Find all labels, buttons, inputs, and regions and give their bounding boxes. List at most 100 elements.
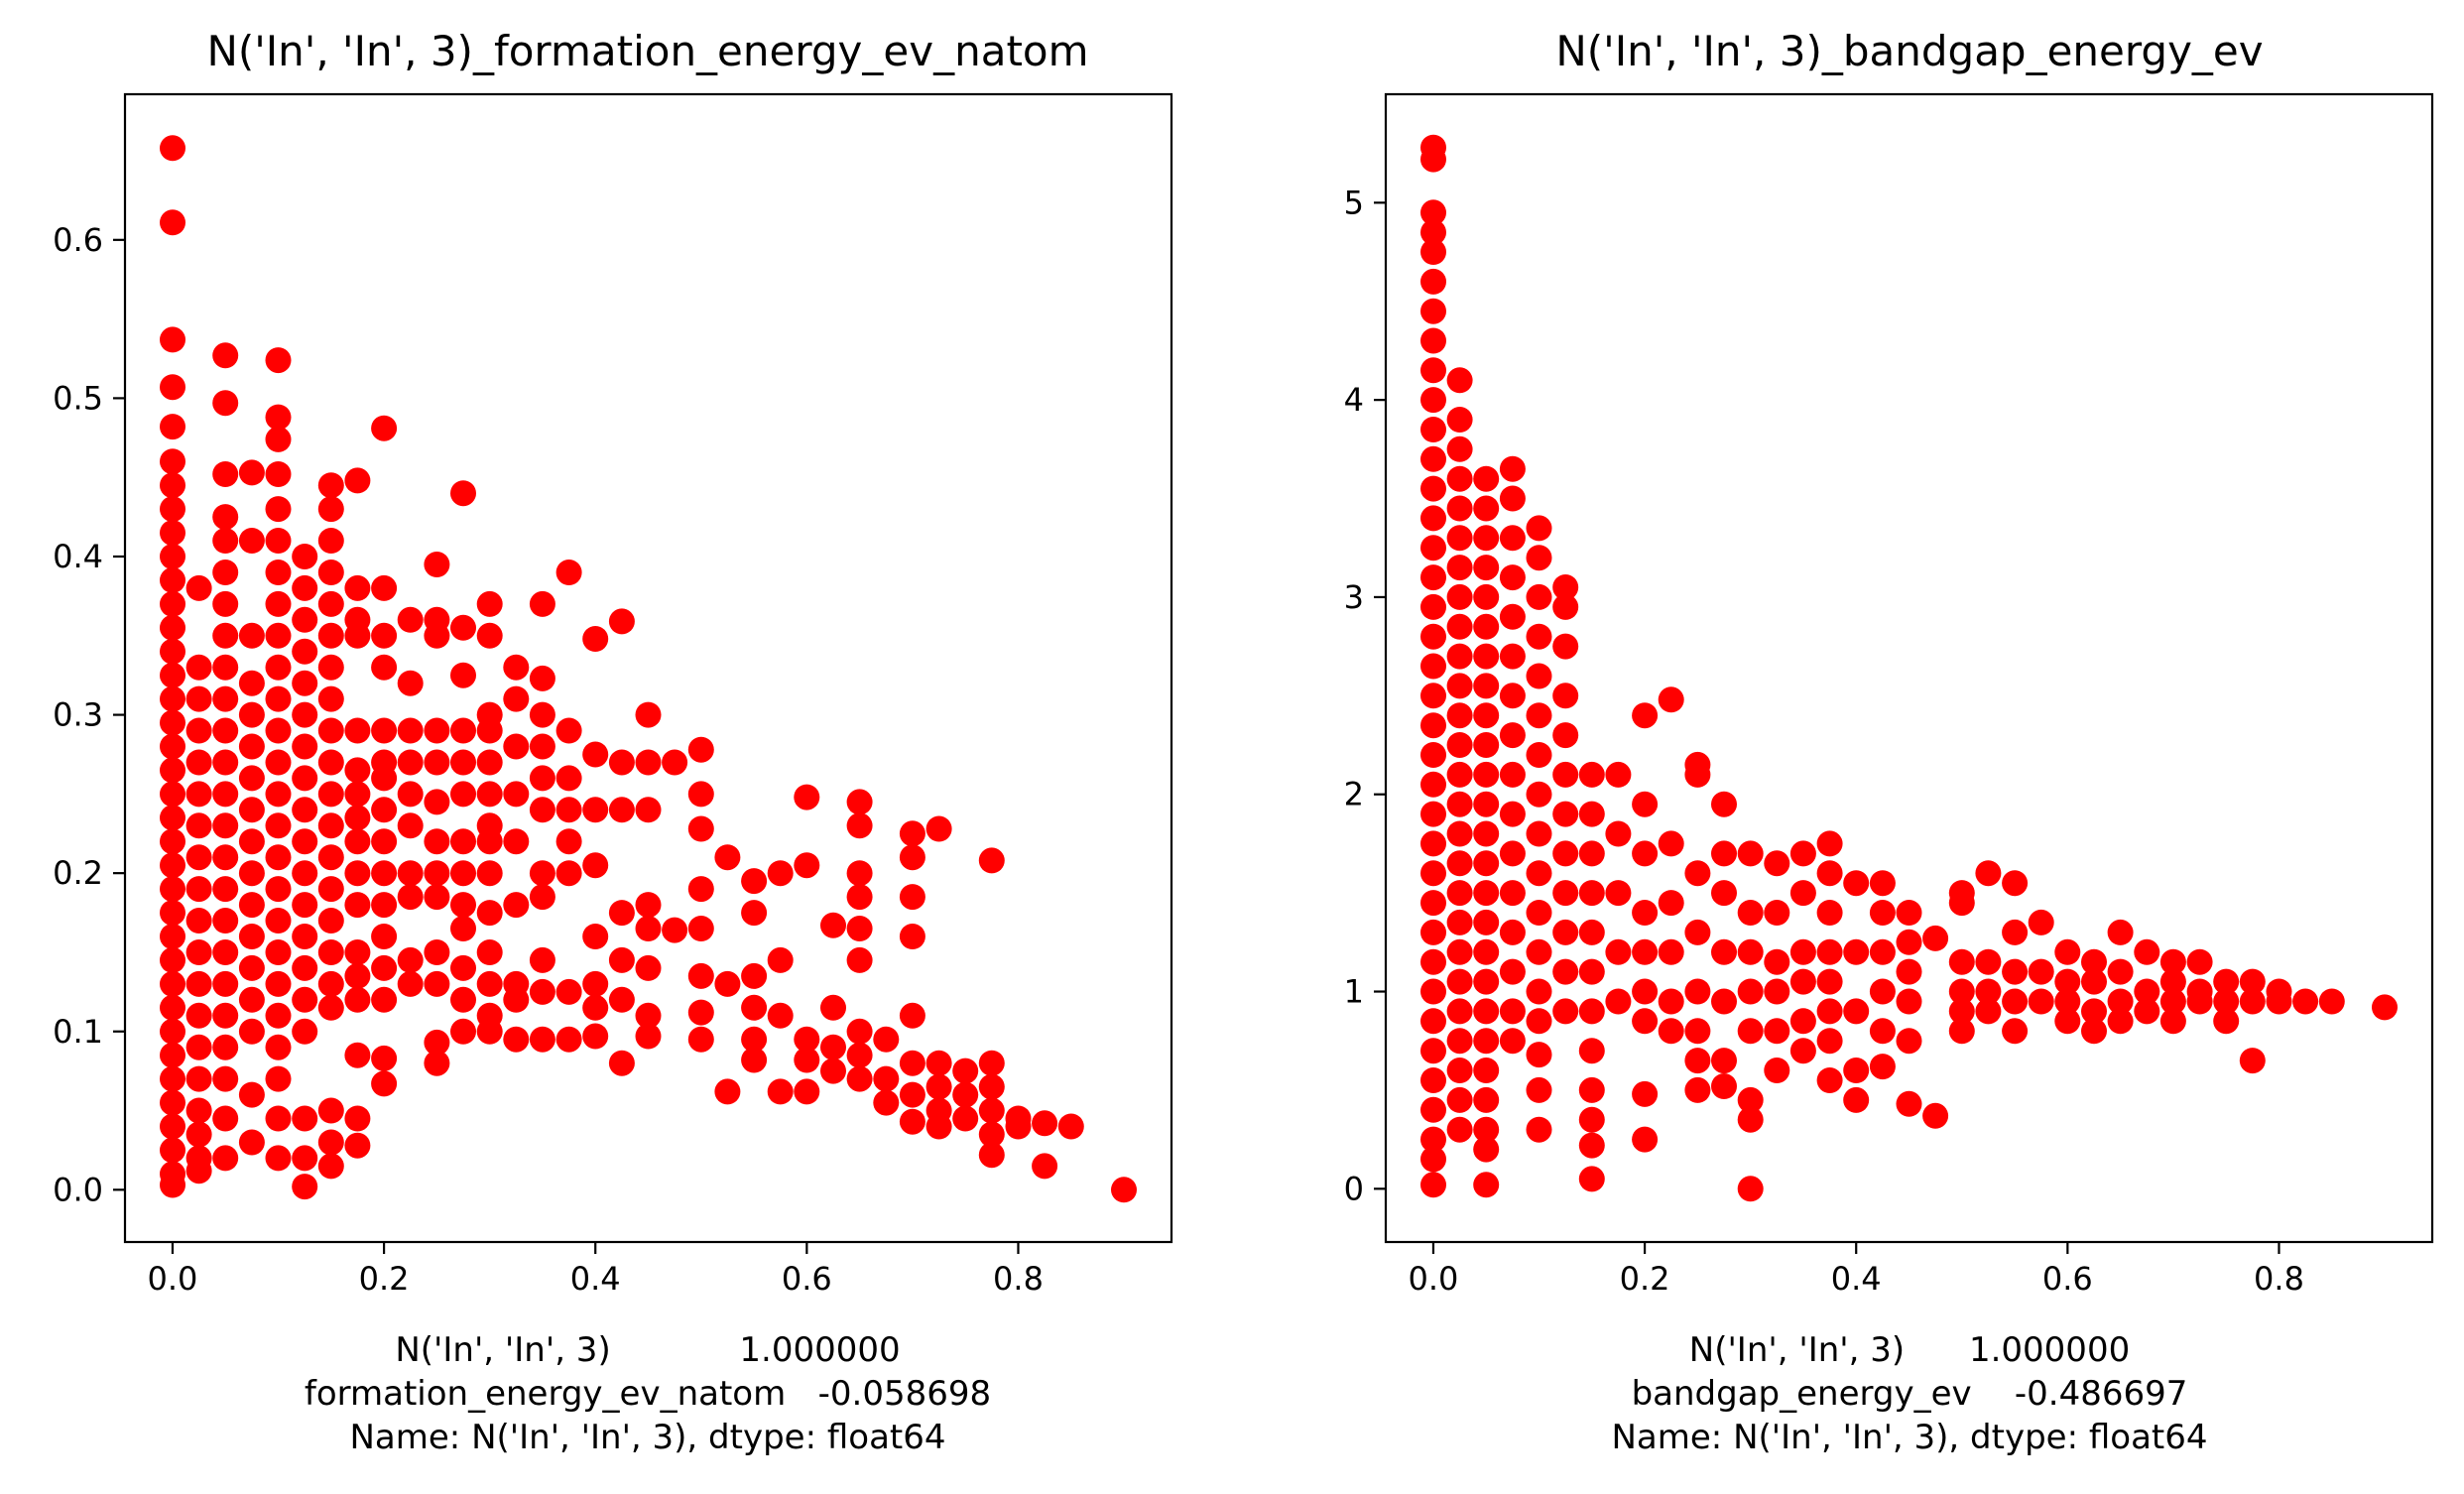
formation-energy-point xyxy=(687,1026,714,1053)
formation-energy-point xyxy=(238,892,265,919)
formation-energy-point xyxy=(794,1078,820,1105)
bandgap-energy-point xyxy=(1605,820,1632,847)
bandgap-energy-point xyxy=(1420,1096,1446,1123)
formation-energy-points xyxy=(160,135,1137,1203)
formation-energy-point xyxy=(687,876,714,903)
bandgap-energy-point xyxy=(1420,978,1446,1005)
formation-energy-point xyxy=(687,781,714,808)
bandgap-energy-point xyxy=(1526,515,1552,542)
bandgap-energy-point xyxy=(1473,525,1500,552)
bandgap-energy-point xyxy=(1789,968,1816,995)
bandgap-energy-point xyxy=(1578,1076,1605,1103)
bandgap-energy-point xyxy=(1499,1028,1526,1055)
bandgap-energy-point xyxy=(1526,1042,1552,1068)
formation-energy-point xyxy=(212,749,239,776)
bandgap-energy-point xyxy=(1975,998,2002,1025)
formation-energy-point xyxy=(503,654,530,681)
formation-energy-point xyxy=(238,1129,265,1156)
formation-energy-point xyxy=(952,1058,979,1084)
bandgap-energy-point xyxy=(1420,948,1446,975)
bandgap-energy-y-tick-label: 5 xyxy=(1344,184,1364,221)
formation-energy-point xyxy=(555,797,582,823)
formation-energy-point xyxy=(185,812,212,839)
formation-energy-x-tick-label: 0.6 xyxy=(782,1260,832,1298)
bandgap-energy-point xyxy=(1446,495,1473,522)
formation-energy-point xyxy=(899,1050,925,1076)
bandgap-energy-point xyxy=(2107,919,2134,945)
formation-energy-point xyxy=(160,828,185,855)
bandgap-energy-point xyxy=(1632,978,1659,1005)
formation-energy-y-tick-label: 0.2 xyxy=(53,854,103,892)
formation-energy-point xyxy=(687,916,714,941)
formation-energy-point xyxy=(160,414,185,440)
bandgap-energy-point xyxy=(1473,820,1500,847)
formation-energy-point xyxy=(212,970,239,997)
bandgap-energy-point xyxy=(1578,761,1605,788)
formation-energy-point xyxy=(450,828,476,855)
formation-energy-y-tick-label: 0.3 xyxy=(53,696,103,734)
formation-energy-axes-frame xyxy=(123,92,1173,1244)
formation-energy-point xyxy=(344,1132,371,1159)
formation-energy-point xyxy=(212,342,239,369)
bandgap-energy-point xyxy=(1526,742,1552,768)
formation-energy-point xyxy=(160,614,185,641)
formation-energy-point xyxy=(265,590,292,617)
bandgap-energy-point xyxy=(1922,1102,1949,1129)
bandgap-energy-point xyxy=(1605,938,1632,965)
bandgap-energy-point xyxy=(1499,840,1526,867)
bandgap-energy-point xyxy=(1948,998,1975,1025)
formation-energy-point xyxy=(635,797,662,823)
formation-energy-point xyxy=(317,781,344,808)
bandgap-energy-point xyxy=(1552,633,1579,660)
bandgap-energy-point xyxy=(1446,880,1473,907)
formation-energy-point xyxy=(212,654,239,681)
formation-energy-point xyxy=(899,844,925,871)
formation-energy-point xyxy=(687,736,714,763)
formation-energy-xlabel-line-2: formation_energy_ev_natom -0.058698 xyxy=(305,1374,991,1414)
formation-energy-point xyxy=(265,404,292,431)
bandgap-energy-point xyxy=(1605,988,1632,1015)
formation-energy-point xyxy=(424,717,450,744)
bandgap-energy-point xyxy=(1446,367,1473,394)
formation-energy-point xyxy=(292,954,318,981)
bandgap-energy-y-tick-label: 3 xyxy=(1344,578,1364,616)
bandgap-energy-point xyxy=(1420,219,1446,246)
formation-energy-point xyxy=(185,1065,212,1092)
formation-energy-point xyxy=(265,560,292,585)
bandgap-energy-point xyxy=(2134,998,2160,1025)
bandgap-energy-point xyxy=(1869,978,1896,1005)
bandgap-energy-point xyxy=(1420,1146,1446,1173)
bandgap-energy-point xyxy=(1420,919,1446,945)
formation-energy-point xyxy=(978,1097,1005,1124)
formation-energy-point xyxy=(741,868,768,895)
formation-energy-point xyxy=(371,654,398,681)
formation-energy-point xyxy=(238,765,265,792)
formation-energy-point xyxy=(317,812,344,839)
bandgap-energy-point xyxy=(1446,938,1473,965)
bandgap-energy-point xyxy=(1552,801,1579,827)
formation-energy-point xyxy=(265,908,292,934)
bandgap-energy-point xyxy=(1446,525,1473,552)
formation-energy-y-tick-label: 0.0 xyxy=(53,1171,103,1208)
formation-energy-y-tick-label: 0.6 xyxy=(53,221,103,259)
formation-energy-point xyxy=(424,828,450,855)
bandgap-energy-point xyxy=(1764,978,1790,1005)
formation-energy-point xyxy=(582,852,609,879)
formation-energy-point xyxy=(212,504,239,531)
bandgap-energy-point xyxy=(1843,998,1870,1025)
bandgap-energy-point xyxy=(1446,407,1473,433)
formation-energy-point xyxy=(767,946,794,973)
formation-energy-point xyxy=(450,1018,476,1045)
formation-energy-point xyxy=(160,135,185,162)
formation-energy-point xyxy=(503,685,530,712)
formation-energy-point xyxy=(265,717,292,744)
formation-energy-point xyxy=(212,1002,239,1029)
bandgap-energy-point xyxy=(1420,357,1446,384)
bandgap-energy-point xyxy=(1499,722,1526,749)
bandgap-energy-point xyxy=(1789,880,1816,907)
bandgap-energy-point xyxy=(1764,1058,1790,1083)
bandgap-energy-point xyxy=(1446,1058,1473,1083)
bandgap-energy-xlabel-line-3: Name: N('In', 'In', 3), dtype: float64 xyxy=(1612,1418,2208,1457)
bandgap-energy-point xyxy=(1552,683,1579,709)
formation-energy-point xyxy=(317,590,344,617)
